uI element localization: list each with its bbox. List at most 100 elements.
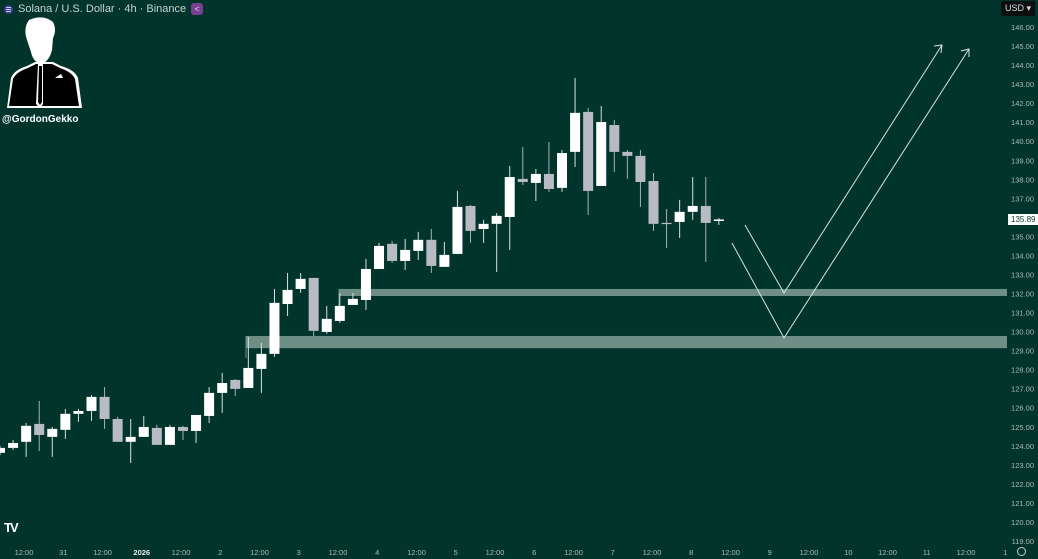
x-tick-label: 8	[689, 548, 693, 557]
x-tick-label: 12:00	[800, 548, 819, 557]
chart-title: Solana / U.S. Dollar · 4h · Binance	[18, 3, 187, 15]
x-tick-label: 12:00	[407, 548, 426, 557]
projection-path-upper[interactable]	[744, 44, 943, 294]
lower-demand-zone[interactable]	[246, 335, 1007, 349]
candle	[308, 277, 319, 336]
candle	[138, 415, 149, 437]
candle	[426, 228, 437, 273]
x-tick-label: 5	[454, 548, 458, 557]
x-tick-label: 11	[923, 548, 931, 557]
share-icon[interactable]: <	[191, 3, 204, 15]
x-tick-label: 12:00	[250, 548, 269, 557]
candle-body	[112, 418, 123, 442]
candle	[439, 241, 450, 267]
x-tick-label: 2026	[133, 548, 150, 557]
candle	[321, 305, 332, 334]
candle	[204, 386, 215, 423]
y-tick-label: 126.00	[1011, 404, 1034, 413]
candle	[256, 342, 267, 393]
candle	[360, 258, 371, 310]
projection-path-lower[interactable]	[731, 48, 970, 339]
y-tick-label: 122.00	[1011, 480, 1034, 489]
candle-body	[360, 268, 371, 300]
x-tick-label: 12:00	[15, 548, 34, 557]
candle-body	[60, 413, 71, 430]
candle	[648, 173, 659, 231]
x-tick-label: 10	[844, 548, 852, 557]
currency-dropdown[interactable]: USD ▾	[1000, 1, 1035, 16]
candle	[413, 231, 424, 261]
settings-gear-icon[interactable]	[1017, 547, 1026, 556]
candle	[491, 212, 502, 273]
candle	[0, 445, 5, 455]
candle-body	[465, 205, 476, 231]
y-tick-label: 138.00	[1011, 175, 1034, 184]
x-tick-label: 12:00	[564, 548, 583, 557]
y-tick-label: 119.00	[1012, 537, 1034, 546]
candle	[635, 149, 646, 207]
candle-body	[164, 426, 175, 445]
y-tick-label: 121.00	[1011, 499, 1034, 508]
candle-body	[217, 382, 228, 393]
candle	[700, 177, 711, 262]
x-tick-label: 12:00	[329, 548, 348, 557]
y-tick-label: 128.00	[1011, 366, 1034, 375]
candle-body	[713, 219, 724, 221]
candle	[282, 272, 293, 316]
candle-body	[86, 396, 97, 411]
candle	[217, 372, 228, 413]
candle	[8, 439, 19, 450]
candle	[570, 78, 581, 167]
y-tick-label: 137.00	[1011, 194, 1034, 203]
candle-body	[230, 379, 241, 389]
y-tick-label: 123.00	[1011, 461, 1034, 470]
y-tick-label: 144.00	[1011, 61, 1034, 70]
candle-body	[491, 215, 502, 224]
avatar-silhouette	[5, 16, 83, 110]
y-tick-label: 129.00	[1011, 347, 1034, 356]
candle	[543, 141, 554, 192]
upper-demand-zone[interactable]	[339, 288, 1007, 296]
tradingview-logo: TV	[4, 520, 19, 535]
candle-body	[674, 211, 685, 222]
candle-body	[635, 155, 646, 182]
candle	[504, 165, 515, 250]
y-tick-label: 142.00	[1011, 99, 1034, 108]
y-tick-label: 133.00	[1011, 270, 1034, 279]
x-tick-label: 9	[768, 548, 772, 557]
candle-body	[347, 298, 358, 305]
candle	[530, 169, 541, 201]
y-tick-label: 134.00	[1011, 251, 1034, 260]
candle	[674, 199, 685, 238]
candle	[125, 418, 136, 463]
x-tick-label: 12:00	[721, 548, 740, 557]
x-tick-label: 12:00	[93, 548, 112, 557]
candle-body	[21, 425, 32, 442]
chart-header: Solana / U.S. Dollar · 4h · Binance <	[4, 2, 204, 16]
candle-body	[530, 173, 541, 183]
x-tick-label: 2	[218, 548, 222, 557]
candle	[478, 219, 489, 243]
candle-body	[517, 178, 528, 182]
candle-body	[583, 111, 594, 191]
candle-body	[661, 222, 672, 225]
x-tick-label: 1	[1003, 548, 1007, 557]
candle-body	[413, 239, 424, 251]
candle	[151, 424, 162, 445]
candle	[230, 378, 241, 396]
candle	[295, 272, 306, 293]
candle-body	[269, 302, 280, 354]
candle-body	[596, 121, 607, 186]
candle-body	[243, 367, 254, 388]
candle	[86, 394, 97, 421]
x-tick-label: 7	[611, 548, 615, 557]
candle-body	[374, 245, 385, 269]
candle-body	[73, 410, 84, 414]
candle-body	[204, 392, 215, 416]
y-tick-label: 132.00	[1011, 290, 1034, 299]
solana-icon	[4, 4, 13, 14]
candle-body	[387, 243, 398, 261]
candle-body	[478, 223, 489, 229]
y-tick-label: 131.00	[1011, 309, 1034, 318]
